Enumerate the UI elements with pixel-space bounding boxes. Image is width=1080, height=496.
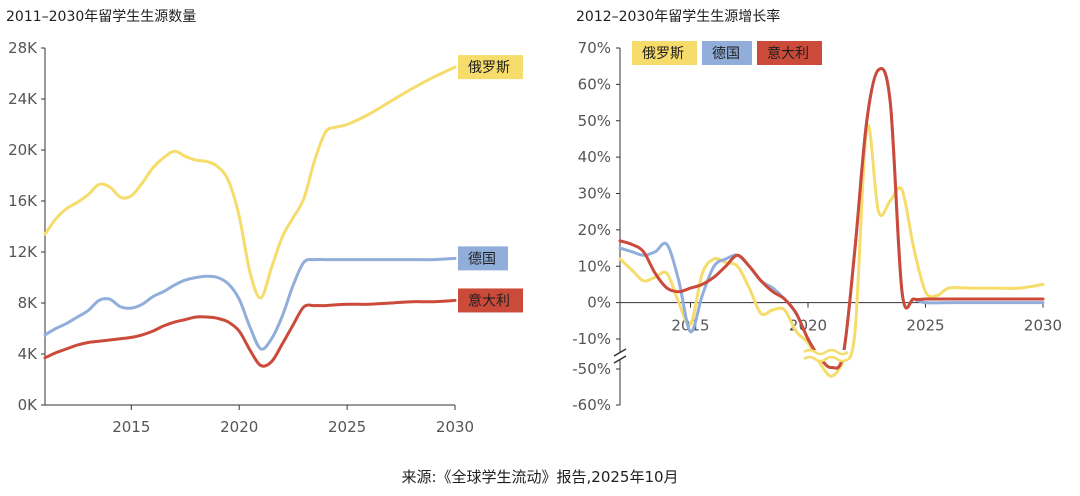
series-line-russia <box>618 123 1045 378</box>
legend-swatch <box>757 41 822 65</box>
growth-rate-chart: -60%-50%-10%0%10%20%30%40%50%60%70%2015 2… <box>572 39 1062 414</box>
y-tick-label: 10% <box>578 257 611 275</box>
y-tick-label: -60% <box>572 396 611 414</box>
series-break-wave <box>803 348 849 356</box>
student-count-chart: 0K 4K 8K 12K 16K 20K 24K 28K 2015 2020 2025 2030 俄罗斯… <box>8 39 523 436</box>
y-tick-label: -10% <box>572 330 611 348</box>
legend-item-russia: 俄罗斯 <box>632 41 697 65</box>
y-tick-label: 4K <box>18 345 39 363</box>
y-tick-label: 20K <box>8 141 38 159</box>
legend-swatch <box>458 288 523 313</box>
series-end-label-germany: 德国 <box>458 246 508 271</box>
legend-swatch <box>632 41 697 65</box>
right-chart-title: 2012–2030年留学生生源增长率 <box>576 9 781 25</box>
y-tick-label: 20% <box>578 221 611 239</box>
y-tick-label: 8K <box>18 294 39 312</box>
legend-label: 意大利 <box>767 45 809 62</box>
legend-label: 德国 <box>712 46 740 62</box>
x-tick-label: 2030 <box>436 418 474 436</box>
y-tick-label: 40% <box>578 148 611 166</box>
y-tick-label: 70% <box>578 39 611 57</box>
series-break-wave <box>803 355 849 363</box>
series-line-italy <box>618 66 1045 370</box>
y-tick-label: 0K <box>18 396 39 414</box>
legend-item-germany: 德国 <box>702 41 752 65</box>
y-tick-label: 24K <box>8 90 38 108</box>
x-tick-label: 2020 <box>220 418 258 436</box>
y-tick-label: 0% <box>587 294 611 312</box>
legend-label: 意大利 <box>468 292 510 309</box>
x-tick-label: 2025 <box>328 418 366 436</box>
axis-break-mark <box>613 348 627 357</box>
legend-label: 俄罗斯 <box>468 60 510 76</box>
series-end-label-russia: 俄罗斯 <box>458 55 523 80</box>
series-line-russia <box>43 65 457 300</box>
axis-break-mark <box>613 355 627 364</box>
y-tick-label: -50% <box>572 360 611 378</box>
y-tick-label: 28K <box>8 39 38 57</box>
left-chart-title: 2011–2030年留学生生源数量 <box>6 9 197 25</box>
series-line-germany <box>43 256 457 351</box>
x-tick-label: 2015 <box>112 418 150 436</box>
legend-item-italy: 意大利 <box>757 41 822 65</box>
y-tick-label: 50% <box>578 112 611 130</box>
x-tick-label: 2030 <box>1024 317 1062 335</box>
series-line-italy <box>43 298 457 368</box>
source-note: 来源:《全球学生流动》报告,2025年10月 <box>401 468 679 486</box>
y-tick-label: 12K <box>8 243 38 261</box>
x-tick-label: 2025 <box>906 317 944 335</box>
series-end-label-italy: 意大利 <box>458 288 523 313</box>
legend-swatch <box>702 41 752 65</box>
legend-label: 德国 <box>468 251 496 267</box>
legend-swatch <box>458 55 523 80</box>
legend-swatch <box>458 246 508 271</box>
y-tick-label: 60% <box>578 75 611 93</box>
series-break-band <box>804 350 848 360</box>
y-tick-label: 30% <box>578 185 611 203</box>
legend-label: 俄罗斯 <box>642 46 684 62</box>
y-tick-label: 16K <box>8 192 38 210</box>
